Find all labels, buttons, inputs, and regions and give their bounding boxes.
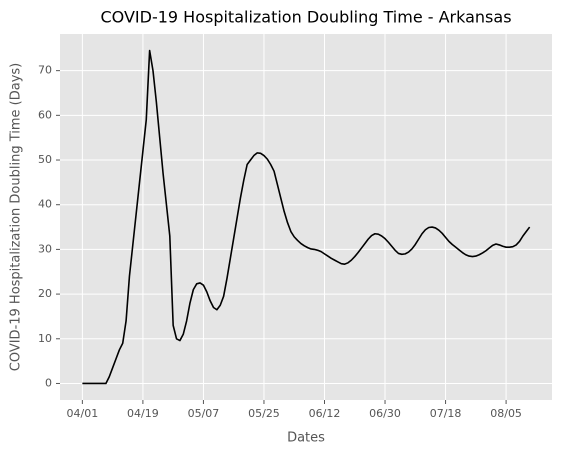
x-axis-label: Dates (287, 431, 325, 446)
y-tick-label: 40 (38, 198, 52, 211)
plot-background (60, 34, 552, 400)
x-tick-label: 07/18 (430, 407, 462, 420)
x-tick-label: 05/07 (188, 407, 220, 420)
x-tick-label: 04/19 (127, 407, 159, 420)
chart-title: COVID-19 Hospitalization Doubling Time -… (100, 8, 511, 27)
y-tick-label: 70 (38, 64, 52, 77)
y-tick-label: 20 (38, 287, 52, 300)
y-tick-label: 10 (38, 332, 52, 345)
x-tick-label: 06/12 (309, 407, 341, 420)
line (82, 49, 531, 385)
x-tick-label: 08/05 (490, 407, 522, 420)
y-tick-label: 30 (38, 242, 52, 255)
y-tick-label: 60 (38, 108, 52, 121)
x-tick-label: 04/01 (67, 407, 99, 420)
x-tick-label: 06/30 (369, 407, 401, 420)
y-axis-label: COVID-19 Hospitalization Doubling Time (… (9, 63, 24, 372)
y-tick-label: 50 (38, 153, 52, 166)
x-tick-label: 05/25 (248, 407, 280, 420)
y-tick-label: 0 (45, 376, 52, 389)
